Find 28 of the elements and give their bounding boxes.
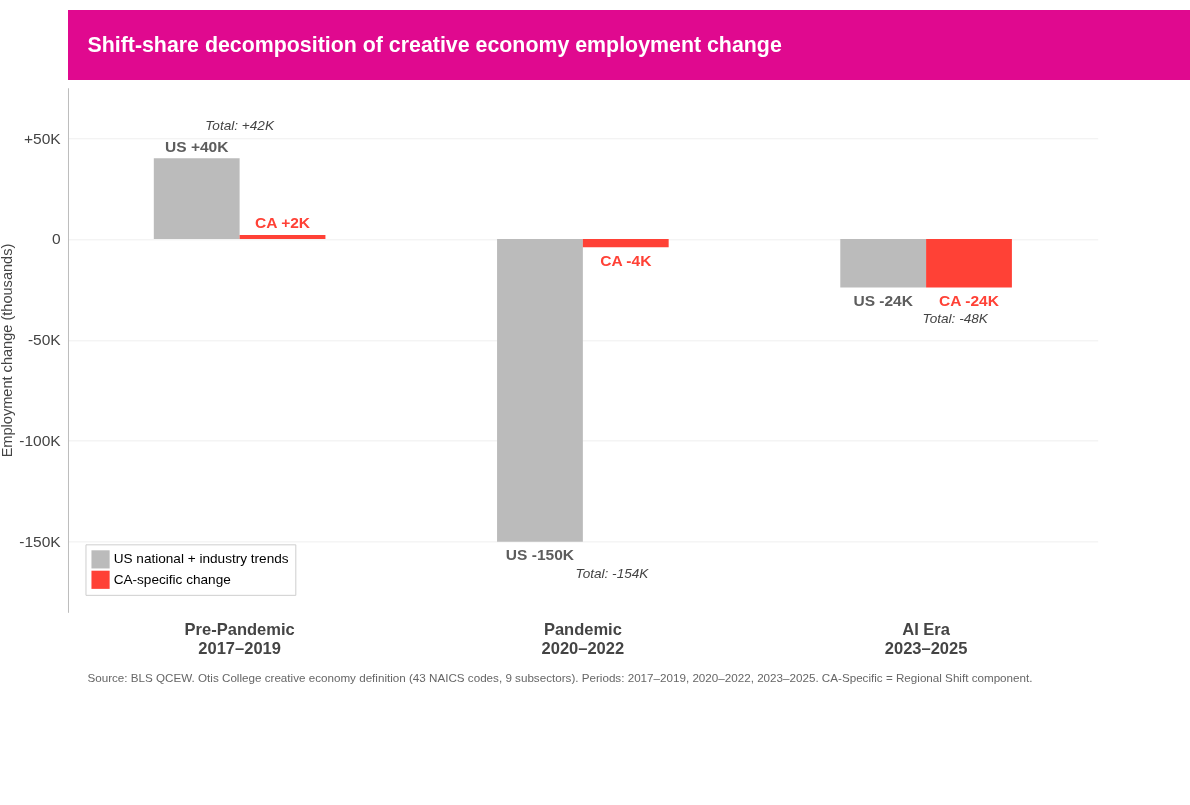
data-label: CA -4K (600, 251, 653, 269)
legend-label: US national + industry trends (113, 551, 289, 567)
x-tick-label: Pandemic 2020–2022 (541, 620, 625, 657)
bar (239, 235, 326, 240)
y-tick-label: -150K (19, 533, 62, 551)
legend-label: CA-specific change (113, 571, 231, 587)
y-tick-label: +50K (24, 129, 62, 147)
source-note: Source: BLS QCEW. Otis College creative economy definition (43 NAICS codes, 9 subsectors). Periods: 2017–2019, 2020–2022, 2023–2025. CA-Specific = Regional Shift component. (87, 671, 1033, 685)
bar (153, 158, 240, 240)
bar (497, 239, 583, 542)
x-tick-label: Pre-Pandemic 2017–2019 (184, 620, 295, 657)
total-label: Total: +42K (205, 118, 275, 134)
bar (840, 239, 927, 288)
bar (582, 239, 669, 248)
data-label: CA -24K (939, 291, 1000, 309)
data-label: CA +2K (254, 214, 311, 232)
data-label: US -150K (505, 546, 575, 564)
y-tick-label: -50K (27, 331, 62, 349)
y-tick-label: 0 (52, 230, 62, 248)
chart-title: Shift-share decomposition of creative economy employment change (87, 32, 782, 57)
total-label: Total: -48K (922, 311, 989, 327)
y-tick-label: -100K (19, 432, 62, 450)
y-axis-title: Employment change (thousands) (0, 243, 16, 458)
data-label: US +40K (164, 137, 230, 155)
bar (926, 239, 1012, 288)
x-tick-label: AI Era 2023–2025 (884, 620, 968, 657)
data-label: US -24K (853, 291, 914, 309)
total-label: Total: -154K (575, 565, 650, 581)
